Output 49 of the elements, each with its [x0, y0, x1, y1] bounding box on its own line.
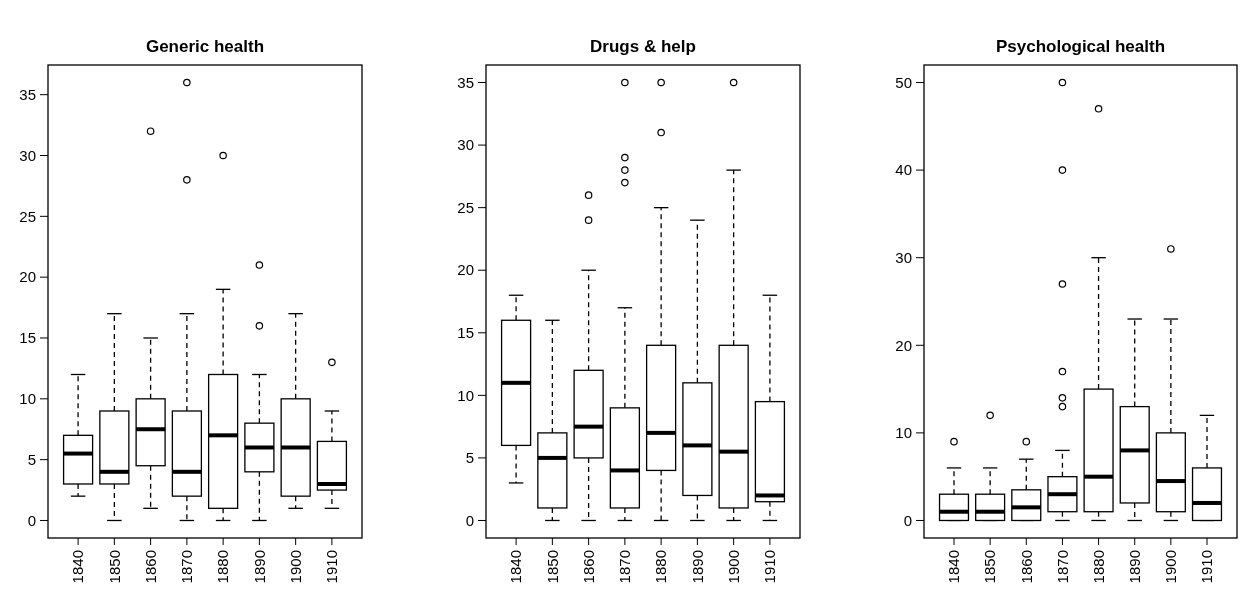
y-tick-label: 0: [465, 511, 474, 529]
y-tick-label: 20: [457, 261, 474, 279]
y-tick-label: 0: [27, 511, 36, 529]
y-tick-label: 15: [457, 324, 474, 342]
chart-title: Drugs & help: [590, 37, 696, 56]
x-tick-label: 1910: [761, 550, 779, 584]
x-tick-label: 1870: [178, 550, 196, 584]
x-tick-label: 1880: [214, 550, 232, 584]
x-tick-label: 1890: [250, 550, 268, 584]
x-tick-label: 1910: [323, 550, 341, 584]
x-tick-label: 1900: [286, 550, 304, 584]
x-tick-label: 1860: [579, 550, 597, 584]
chart-title: Generic health: [145, 37, 265, 56]
y-tick-label: 30: [895, 248, 912, 266]
y-tick-label: 35: [19, 85, 36, 103]
x-tick-label: 1850: [543, 550, 561, 584]
x-tick-label: 1900: [1162, 550, 1180, 584]
y-tick-label: 50: [895, 73, 912, 91]
y-tick-label: 10: [19, 390, 36, 408]
x-tick-label: 1900: [724, 550, 742, 584]
y-tick-label: 35: [457, 73, 474, 91]
y-tick-label: 25: [457, 198, 474, 216]
y-tick-label: 30: [19, 146, 36, 164]
x-tick-label: 1860: [141, 550, 159, 584]
y-tick-label: 15: [19, 329, 36, 347]
y-tick-label: 10: [457, 386, 474, 404]
y-tick-label: 40: [895, 161, 912, 179]
x-tick-label: 1860: [1017, 550, 1035, 584]
y-tick-label: 30: [457, 136, 474, 154]
x-tick-label: 1910: [1198, 550, 1216, 584]
x-tick-label: 1870: [1053, 550, 1071, 584]
x-tick-label: 1880: [652, 550, 670, 584]
y-tick-label: 10: [895, 424, 912, 442]
x-tick-label: 1850: [105, 550, 123, 584]
y-tick-label: 0: [903, 511, 912, 529]
y-tick-label: 25: [19, 207, 36, 225]
y-tick-label: 5: [465, 449, 474, 467]
x-tick-label: 1870: [616, 550, 634, 584]
x-tick-label: 1890: [1125, 550, 1143, 584]
x-tick-label: 1850: [981, 550, 999, 584]
x-tick-label: 1840: [69, 550, 87, 584]
x-tick-label: 1880: [1089, 550, 1107, 584]
y-tick-label: 20: [19, 268, 36, 286]
x-tick-label: 1890: [688, 550, 706, 584]
x-tick-label: 1840: [945, 550, 963, 584]
x-tick-label: 1840: [507, 550, 525, 584]
chart-title: Psychological health: [995, 37, 1166, 56]
y-tick-label: 20: [895, 336, 912, 354]
y-tick-label: 5: [27, 450, 36, 468]
